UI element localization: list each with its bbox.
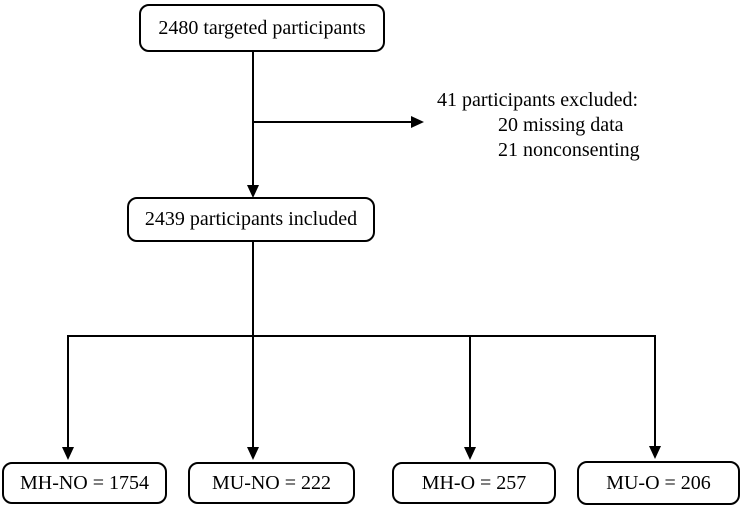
excluded-note-line3: 21 nonconsenting — [498, 139, 640, 161]
included-participants-label: 2439 participants included — [144, 208, 358, 230]
arrowhead-down-mu-o — [649, 446, 661, 459]
group-label-mh-no: MH-NO = 1754 — [19, 471, 150, 494]
targeted-participants-label: 2480 targeted participants — [158, 16, 366, 39]
group-box-mu-no: MU-NO = 222 — [188, 462, 355, 504]
group-label-mh-o: MH-O = 257 — [421, 471, 527, 494]
group-box-mh-o: MH-O = 257 — [392, 462, 556, 504]
group-box-mu-o: MU-O = 206 — [577, 461, 740, 505]
excluded-note: 41 participants excluded: 20 missing dat… — [437, 88, 640, 163]
arrowhead-down-mu-no — [247, 447, 259, 460]
arrowhead-down-mh-no — [62, 447, 74, 460]
group-label-mu-no: MU-NO = 222 — [211, 471, 332, 494]
targeted-participants-box: 2480 targeted participants — [139, 4, 385, 52]
excluded-note-line1: 41 participants excluded: — [437, 89, 639, 111]
group-box-mh-no: MH-NO = 1754 — [2, 462, 167, 504]
included-participants-box: 2439 participants included — [127, 197, 375, 242]
arrowhead-down-mh-o — [464, 447, 476, 460]
group-label-mu-o: MU-O = 206 — [606, 471, 711, 494]
arrowhead-right-excluded — [411, 116, 424, 128]
excluded-note-line2: 20 missing data — [498, 114, 624, 136]
